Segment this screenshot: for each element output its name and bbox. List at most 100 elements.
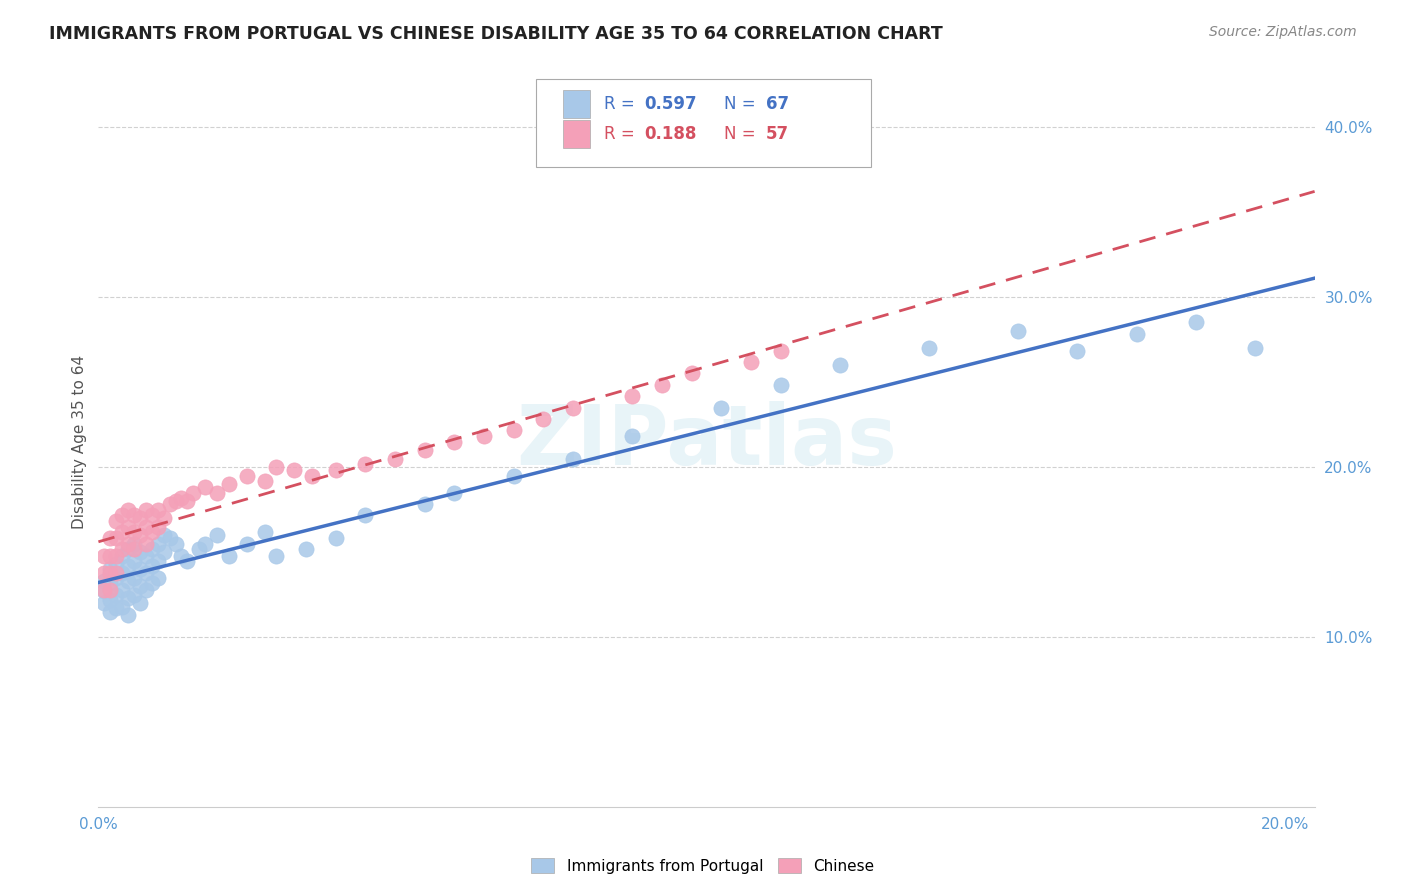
Point — [111, 524, 134, 539]
Point — [146, 571, 169, 585]
Point — [235, 468, 257, 483]
Point — [117, 502, 139, 516]
Point — [111, 582, 134, 597]
Point — [562, 451, 585, 466]
Point — [918, 341, 941, 355]
Text: N =: N = — [724, 95, 761, 112]
Point — [105, 571, 128, 585]
Point — [93, 596, 115, 610]
Point — [253, 524, 276, 539]
Point — [135, 519, 157, 533]
Point — [141, 558, 163, 573]
Text: 57: 57 — [766, 126, 789, 144]
Point — [146, 536, 169, 550]
Point — [98, 566, 121, 580]
Text: N =: N = — [724, 126, 761, 144]
Point — [105, 566, 128, 580]
Point — [117, 519, 139, 533]
Point — [266, 460, 288, 475]
Point — [93, 574, 115, 588]
Point — [205, 485, 228, 500]
Point — [165, 494, 187, 508]
Point — [828, 358, 851, 372]
Point — [301, 468, 323, 483]
Point — [325, 532, 347, 546]
Point — [621, 429, 644, 443]
Text: IMMIGRANTS FROM PORTUGAL VS CHINESE DISABILITY AGE 35 TO 64 CORRELATION CHART: IMMIGRANTS FROM PORTUGAL VS CHINESE DISA… — [49, 25, 943, 43]
Text: R =: R = — [605, 126, 640, 144]
Point — [117, 574, 139, 588]
Point — [141, 575, 163, 590]
Point — [218, 549, 240, 563]
Point — [170, 549, 193, 563]
Point — [111, 508, 134, 522]
Point — [117, 536, 139, 550]
Point — [266, 549, 288, 563]
Point — [122, 571, 145, 585]
Point — [105, 532, 128, 546]
Point — [621, 389, 644, 403]
Point — [283, 463, 305, 477]
Text: 0.597: 0.597 — [644, 95, 697, 112]
Point — [122, 588, 145, 602]
Point — [165, 536, 187, 550]
Point — [93, 582, 115, 597]
Point — [111, 549, 134, 563]
Point — [710, 401, 733, 415]
Point — [135, 566, 157, 580]
Point — [98, 592, 121, 607]
Point — [413, 498, 436, 512]
Text: 67: 67 — [766, 95, 789, 112]
Point — [205, 528, 228, 542]
Point — [117, 608, 139, 623]
Point — [183, 485, 205, 500]
Point — [141, 508, 163, 522]
Point — [93, 549, 115, 563]
Point — [651, 378, 673, 392]
Point — [98, 549, 121, 563]
FancyBboxPatch shape — [536, 79, 870, 168]
Bar — [562, 90, 589, 118]
Point — [122, 536, 145, 550]
Point — [1066, 344, 1088, 359]
Point — [98, 562, 121, 576]
Point — [129, 528, 152, 542]
Point — [129, 562, 152, 576]
Text: ZIPatlas: ZIPatlas — [516, 401, 897, 482]
Point — [188, 541, 211, 556]
Point — [122, 524, 145, 539]
Point — [129, 511, 152, 525]
Legend: Immigrants from Portugal, Chinese: Immigrants from Portugal, Chinese — [526, 852, 880, 880]
Point — [413, 443, 436, 458]
Point — [98, 575, 121, 590]
Point — [129, 545, 152, 559]
Point — [152, 511, 174, 525]
Point — [105, 515, 128, 529]
Point — [111, 599, 134, 614]
Point — [135, 536, 157, 550]
Point — [194, 480, 217, 494]
Point — [152, 528, 174, 542]
Point — [740, 354, 762, 368]
Point — [194, 536, 217, 550]
Point — [1125, 327, 1147, 342]
Point — [129, 596, 152, 610]
Point — [443, 434, 465, 449]
Point — [152, 545, 174, 559]
Point — [159, 532, 181, 546]
Point — [159, 498, 181, 512]
Text: 0.188: 0.188 — [644, 126, 697, 144]
Point — [105, 588, 128, 602]
Point — [531, 412, 554, 426]
Point — [117, 558, 139, 573]
Point — [146, 519, 169, 533]
Point — [1185, 316, 1208, 330]
Point — [117, 591, 139, 605]
Point — [472, 429, 495, 443]
Point — [681, 367, 703, 381]
Point — [98, 582, 121, 597]
Point — [93, 566, 115, 580]
Point — [354, 457, 377, 471]
Bar — [562, 120, 589, 148]
Point — [93, 584, 115, 599]
